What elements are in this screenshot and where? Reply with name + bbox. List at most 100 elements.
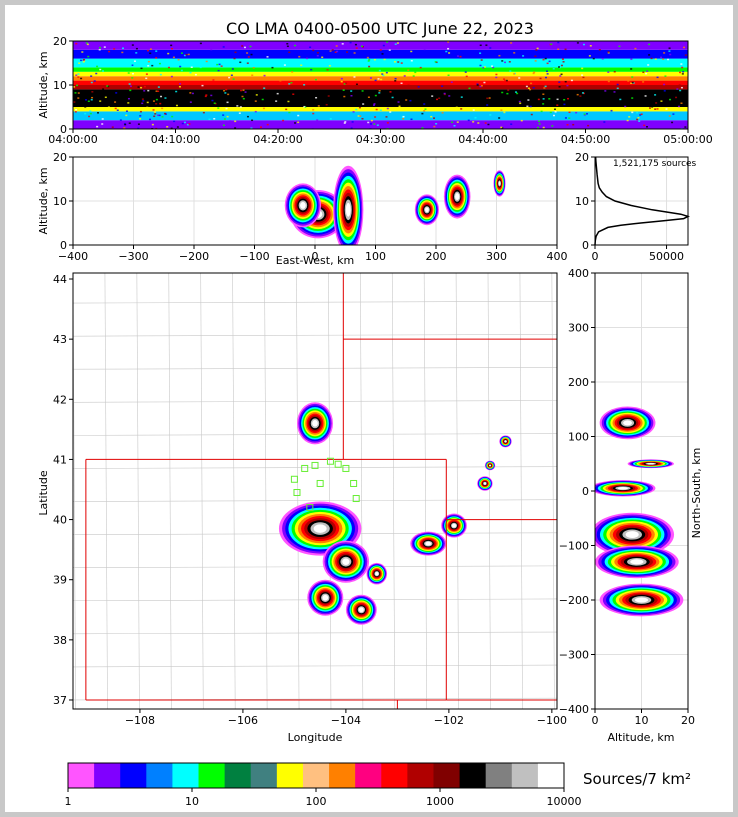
source-speck xyxy=(489,47,492,49)
source-speck xyxy=(96,65,99,68)
source-speck xyxy=(505,79,508,82)
source-speck xyxy=(640,113,643,115)
source-speck xyxy=(520,119,523,122)
source-speck xyxy=(501,91,504,94)
source-speck xyxy=(93,80,96,82)
source-speck xyxy=(84,106,87,108)
source-speck xyxy=(456,55,459,57)
source-speck xyxy=(680,86,683,89)
source-speck xyxy=(430,115,433,118)
source-speck xyxy=(424,108,427,110)
county-line xyxy=(73,664,557,668)
source-speck xyxy=(242,97,245,100)
source-speck xyxy=(543,87,546,89)
source-speck xyxy=(298,55,301,58)
lon-tick-label: −108 xyxy=(125,714,155,727)
source-speck xyxy=(101,70,104,72)
source-speck xyxy=(114,101,117,103)
source-speck xyxy=(312,112,315,115)
source-speck xyxy=(648,107,651,109)
source-speck xyxy=(485,44,488,46)
lat-tick-label: 42 xyxy=(53,393,67,406)
source-speck xyxy=(579,95,582,97)
source-speck xyxy=(604,90,607,92)
source-speck xyxy=(402,115,405,118)
ns-tick-label: −200 xyxy=(559,594,589,607)
source-speck xyxy=(598,48,601,51)
source-speck xyxy=(75,74,78,76)
source-speck xyxy=(104,51,107,53)
source-speck xyxy=(179,65,182,68)
source-speck xyxy=(242,89,245,92)
source-speck xyxy=(345,82,348,84)
source-speck xyxy=(476,83,479,85)
source-speck xyxy=(222,46,225,48)
source-speck xyxy=(681,66,684,69)
lma-figure: CO LMA 0400-0500 UTC June 22, 2023 04:00… xyxy=(37,19,713,808)
source-speck xyxy=(447,47,450,50)
source-speck xyxy=(486,104,489,106)
source-speck xyxy=(143,90,146,92)
source-speck xyxy=(129,89,132,92)
source-speck xyxy=(373,58,376,61)
source-speck xyxy=(314,78,317,81)
source-speck xyxy=(321,56,324,59)
source-speck xyxy=(149,48,152,50)
source-speck xyxy=(438,97,441,100)
source-speck xyxy=(403,75,406,77)
source-speck xyxy=(504,79,507,82)
source-speck xyxy=(386,92,389,95)
county-line xyxy=(296,273,300,709)
source-speck xyxy=(336,50,339,53)
plan-view-ylabel: Latitude xyxy=(37,470,50,516)
source-speck xyxy=(669,63,672,66)
source-speck xyxy=(483,66,486,68)
source-speck xyxy=(610,109,613,112)
county-line xyxy=(200,273,204,709)
source-speck xyxy=(199,42,202,45)
time-tick-label: 04:30:00 xyxy=(356,133,405,146)
hist-tick-label: 0 xyxy=(592,250,599,263)
source-speck xyxy=(161,107,164,110)
source-speck xyxy=(101,123,104,125)
source-speck xyxy=(474,107,477,109)
source-speck xyxy=(381,53,384,55)
source-speck xyxy=(172,56,175,59)
source-speck xyxy=(362,81,365,84)
source-speck xyxy=(161,116,164,118)
source-speck xyxy=(672,113,675,115)
ns-tick-label: −100 xyxy=(559,540,589,553)
source-speck xyxy=(328,85,331,87)
source-speck xyxy=(74,111,77,113)
source-speck xyxy=(107,106,110,108)
source-speck xyxy=(86,43,89,46)
source-speck xyxy=(103,46,106,48)
ew-storm-5 xyxy=(498,181,501,186)
colorbar-cell-7 xyxy=(250,763,278,788)
source-speck xyxy=(137,123,140,125)
source-speck xyxy=(529,88,532,91)
source-speck xyxy=(353,76,356,78)
source-speck xyxy=(624,105,627,108)
source-speck xyxy=(434,61,437,63)
source-speck xyxy=(373,123,376,125)
source-speck xyxy=(316,119,319,121)
station-marker xyxy=(350,479,358,487)
source-speck xyxy=(500,109,503,111)
source-speck xyxy=(218,63,221,66)
source-speck xyxy=(627,80,630,82)
county-line xyxy=(487,273,491,709)
source-speck xyxy=(142,100,145,102)
altitude-band-8 xyxy=(73,67,688,72)
source-speck xyxy=(585,113,588,115)
source-speck xyxy=(294,44,297,47)
source-speck xyxy=(303,105,306,108)
source-speck xyxy=(417,86,420,88)
source-speck xyxy=(667,58,670,61)
source-speck xyxy=(646,126,649,128)
lon-tick-label: −100 xyxy=(537,714,567,727)
source-speck xyxy=(582,76,585,79)
source-speck xyxy=(362,103,365,105)
map-storm-3 xyxy=(322,594,329,601)
source-speck xyxy=(350,127,353,129)
